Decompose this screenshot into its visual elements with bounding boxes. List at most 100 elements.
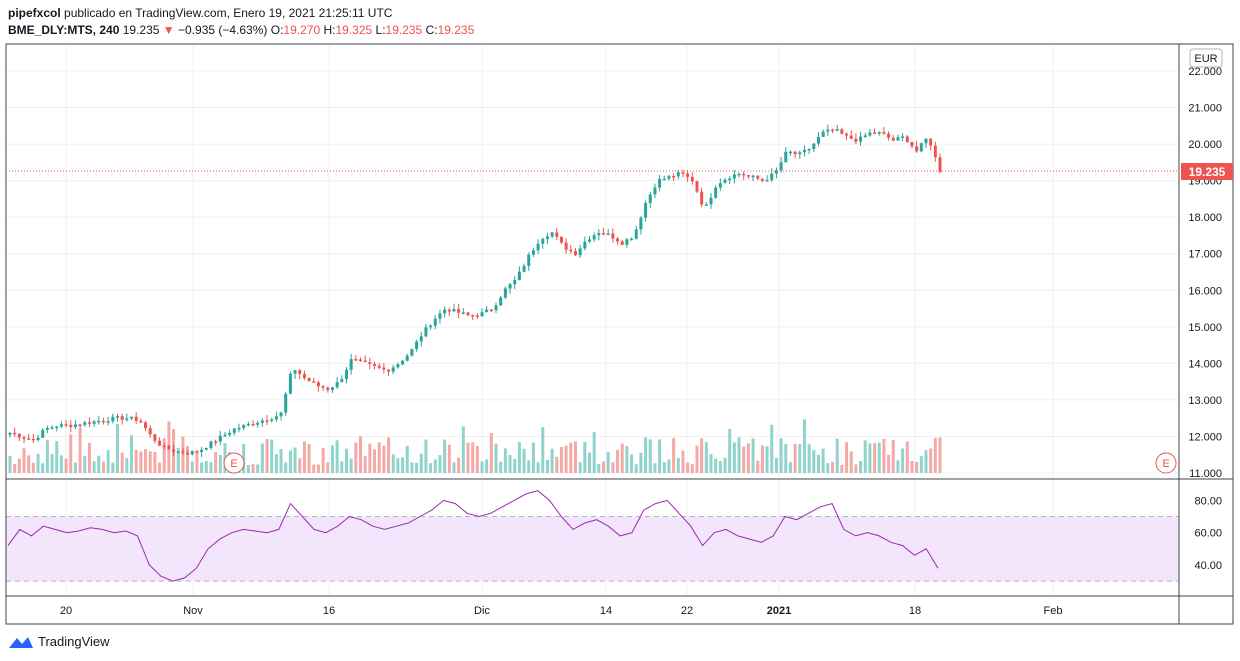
volume-bar bbox=[377, 442, 381, 473]
symbol-name[interactable]: BME_DLY:MTS, 240 bbox=[8, 23, 120, 37]
volume-bar bbox=[293, 447, 297, 473]
price-axis: 11.000 12.000 13.000 14.000 15.000 16.000 17.0… bbox=[1188, 66, 1222, 480]
candle-body bbox=[746, 175, 750, 177]
candle-body bbox=[616, 238, 620, 242]
volume-bar bbox=[218, 454, 222, 473]
candle-body bbox=[709, 197, 713, 205]
volume-bar bbox=[877, 442, 881, 473]
candle-body bbox=[732, 174, 736, 179]
price-change: −0.935 (−4.63%) bbox=[178, 23, 268, 37]
candle-body bbox=[237, 427, 241, 430]
volume-bar bbox=[672, 437, 676, 473]
y-tick-label: 15.000 bbox=[1188, 322, 1222, 334]
author-name[interactable]: pipefxcol bbox=[8, 6, 61, 20]
candle-body bbox=[31, 438, 35, 441]
candle-body bbox=[130, 416, 134, 419]
open-value: 19.270 bbox=[283, 23, 321, 37]
candle-body bbox=[672, 176, 676, 178]
candle-body bbox=[933, 145, 937, 158]
candle-body bbox=[274, 416, 278, 420]
candle-body bbox=[405, 355, 409, 361]
candle-body bbox=[583, 241, 587, 249]
volume-bar bbox=[644, 437, 648, 473]
candle-body bbox=[807, 148, 811, 151]
volume-bar bbox=[802, 419, 806, 473]
currency-label: EUR bbox=[1194, 53, 1217, 65]
volume-bar bbox=[494, 443, 498, 473]
x-tick-label: 16 bbox=[323, 605, 335, 617]
volume-bar bbox=[382, 445, 386, 473]
volume-bar bbox=[55, 441, 59, 473]
candle-body bbox=[929, 138, 933, 146]
volume-bar bbox=[770, 424, 774, 473]
currency-badge[interactable]: EUR bbox=[1189, 48, 1223, 68]
volume-bar bbox=[559, 447, 563, 473]
volume-bar bbox=[639, 452, 643, 473]
candle-body bbox=[69, 424, 73, 428]
volume-bar bbox=[354, 442, 358, 473]
volume-bar bbox=[209, 462, 213, 473]
candle-body bbox=[634, 229, 638, 239]
earnings-marker[interactable]: E bbox=[223, 452, 245, 474]
tradingview-logo-icon bbox=[9, 636, 33, 648]
volume-bar bbox=[13, 464, 17, 473]
candle-body bbox=[288, 373, 292, 394]
candle-body bbox=[658, 178, 662, 188]
candle-body bbox=[499, 297, 503, 306]
volume-bar bbox=[340, 461, 344, 473]
candle-body bbox=[424, 327, 428, 337]
volume-bar bbox=[158, 462, 162, 473]
frame bbox=[5, 43, 1234, 625]
volume-bar bbox=[503, 448, 507, 473]
candle-body bbox=[821, 131, 825, 137]
candle-body bbox=[326, 387, 330, 390]
candle-body bbox=[816, 136, 820, 144]
candle-body bbox=[438, 313, 442, 319]
candle-body bbox=[700, 191, 704, 205]
volume-bar bbox=[807, 444, 811, 473]
candle-body bbox=[905, 136, 909, 142]
candle-body bbox=[13, 432, 17, 435]
volume-bar bbox=[214, 452, 218, 473]
earnings-marker-future[interactable]: E bbox=[1155, 452, 1177, 474]
candle-body bbox=[232, 428, 236, 433]
candle-body bbox=[690, 176, 694, 182]
brand-logo[interactable]: TradingView bbox=[8, 634, 110, 649]
volume-bar bbox=[704, 442, 708, 473]
volume-bar bbox=[335, 440, 339, 473]
candle-body bbox=[522, 265, 526, 272]
candle-body bbox=[270, 419, 274, 421]
candle-body bbox=[321, 386, 325, 388]
volume-bar bbox=[915, 461, 919, 473]
volume-bar bbox=[148, 451, 152, 473]
candle-body bbox=[312, 381, 316, 383]
candle-body bbox=[714, 187, 718, 198]
candle-body bbox=[686, 173, 690, 177]
volume-bar bbox=[405, 445, 409, 473]
volume-bar bbox=[527, 460, 531, 473]
candle-body bbox=[433, 318, 437, 326]
volume-bar bbox=[125, 458, 129, 473]
volume-bar bbox=[321, 447, 325, 473]
volume-bar bbox=[130, 435, 134, 473]
volume-bar bbox=[452, 462, 456, 473]
publish-info: pipefxcol publicado en TradingView.com, … bbox=[8, 6, 392, 20]
volume-bar bbox=[59, 455, 63, 473]
candle-body bbox=[812, 143, 816, 149]
candle-body bbox=[826, 129, 830, 132]
volume-bar bbox=[774, 457, 778, 473]
volume-bar bbox=[190, 461, 194, 473]
volume-bar bbox=[36, 453, 40, 473]
candle-body bbox=[55, 426, 59, 429]
brand-label: TradingView bbox=[38, 634, 110, 649]
candles bbox=[8, 124, 942, 458]
candle-body bbox=[606, 233, 610, 236]
low-value: 19.235 bbox=[385, 23, 423, 37]
candle-body bbox=[508, 284, 512, 289]
volume-bar bbox=[433, 459, 437, 473]
volume-bar bbox=[653, 463, 657, 473]
rsi-band bbox=[6, 516, 1179, 582]
volume-bar bbox=[826, 463, 830, 473]
volume-bar bbox=[564, 445, 568, 473]
